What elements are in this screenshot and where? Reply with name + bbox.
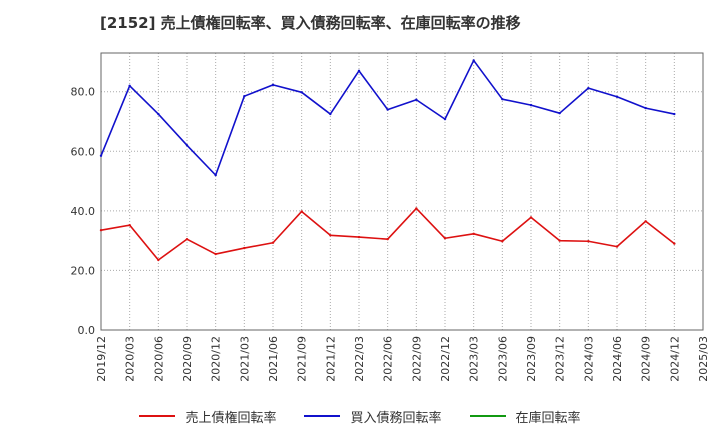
series-line-0	[100, 207, 675, 261]
x-tick-label: 2021/03	[238, 336, 251, 382]
series-group	[99, 59, 676, 262]
data-point-1	[587, 86, 590, 90]
data-point-1	[415, 98, 418, 101]
legend-label-receivables: 売上債権回転率	[185, 410, 277, 426]
y-tick-label: 20.0	[71, 264, 96, 277]
data-point-0	[443, 237, 447, 240]
data-point-1	[214, 173, 217, 177]
data-point-1	[157, 112, 160, 116]
x-tick-label: 2020/12	[210, 336, 223, 382]
x-tick-label: 2022/06	[382, 336, 395, 382]
data-point-1	[529, 103, 533, 107]
legend-swatch-payables	[304, 415, 341, 417]
data-point-0	[185, 237, 189, 241]
data-point-1	[300, 91, 303, 94]
legend-label-inventory: 在庫回転率	[515, 410, 581, 426]
x-tick-label: 2021/09	[296, 336, 309, 382]
x-tick-label: 2025/03	[697, 336, 710, 382]
data-point-1	[644, 106, 647, 110]
x-axis: 2019/12 2020/03 2020/06 2020/09 2020/12 2021/…	[95, 336, 710, 382]
data-point-0	[386, 237, 389, 241]
x-tick-label: 2023/03	[468, 336, 481, 382]
legend: 売上債権回転率 買入債務回転率 在庫回転率	[0, 404, 720, 428]
x-tick-label: 2024/09	[640, 336, 653, 382]
data-point-0	[243, 246, 246, 250]
legend-swatch-receivables	[139, 415, 176, 417]
data-point-1	[99, 154, 103, 157]
data-point-0	[472, 232, 475, 235]
y-axis: 0.0 20.0 40.0 60.0 80.0	[71, 86, 96, 337]
legend-item-receivables: 売上債権回転率	[139, 407, 276, 426]
data-point-0	[615, 245, 619, 248]
data-point-0	[271, 241, 275, 244]
data-point-1	[329, 112, 332, 116]
x-tick-label: 2023/09	[525, 336, 538, 382]
legend-item-inventory: 在庫回転率	[469, 407, 581, 426]
data-point-1	[243, 94, 246, 98]
data-point-0	[415, 207, 418, 210]
data-point-1	[673, 112, 676, 116]
x-tick-label: 2024/06	[611, 336, 624, 382]
legend-label-payables: 買入債務回転率	[350, 410, 442, 426]
data-point-1	[185, 144, 189, 147]
grid	[101, 53, 703, 330]
data-point-0	[501, 240, 504, 243]
data-point-0	[128, 223, 131, 227]
data-point-0	[673, 242, 676, 245]
legend-swatch-inventory	[469, 415, 506, 417]
data-point-0	[529, 216, 533, 219]
data-point-1	[472, 59, 475, 62]
data-point-1	[386, 108, 389, 111]
data-point-0	[300, 210, 303, 213]
y-tick-label: 60.0	[71, 145, 96, 158]
data-point-1	[615, 95, 619, 98]
data-point-0	[587, 240, 590, 243]
x-tick-label: 2023/06	[496, 336, 509, 382]
data-point-1	[558, 111, 561, 115]
x-tick-label: 2020/06	[152, 336, 165, 382]
x-tick-label: 2022/12	[439, 336, 452, 382]
plot-frame	[100, 52, 704, 331]
x-tick-label: 2021/06	[267, 336, 280, 382]
x-tick-label: 2020/03	[124, 336, 137, 382]
data-point-0	[558, 239, 561, 242]
data-point-1	[271, 83, 275, 87]
x-tick-label: 2019/12	[95, 336, 108, 382]
data-point-0	[644, 220, 647, 223]
data-point-1	[128, 84, 131, 87]
y-tick-label: 40.0	[71, 205, 96, 218]
y-tick-label: 0.0	[78, 324, 96, 337]
y-tick-label: 80.0	[71, 86, 96, 99]
x-tick-label: 2020/09	[181, 336, 194, 382]
x-tick-label: 2022/09	[410, 336, 423, 382]
data-point-0	[99, 229, 103, 232]
x-tick-label: 2021/12	[324, 336, 337, 382]
legend-item-payables: 買入債務回転率	[304, 407, 442, 426]
data-point-0	[157, 258, 160, 262]
data-point-0	[329, 234, 332, 237]
x-tick-label: 2024/12	[668, 336, 681, 382]
data-point-1	[357, 69, 361, 73]
x-tick-label: 2022/03	[353, 336, 366, 382]
data-point-0	[357, 235, 361, 239]
chart-title: [2152] 売上債権回転率、買入債務回転率、在庫回転率の推移	[100, 14, 521, 32]
data-point-1	[443, 117, 447, 121]
data-point-1	[501, 97, 504, 101]
x-tick-label: 2024/03	[582, 336, 595, 382]
x-tick-label: 2023/12	[554, 336, 567, 382]
data-point-0	[214, 252, 217, 256]
